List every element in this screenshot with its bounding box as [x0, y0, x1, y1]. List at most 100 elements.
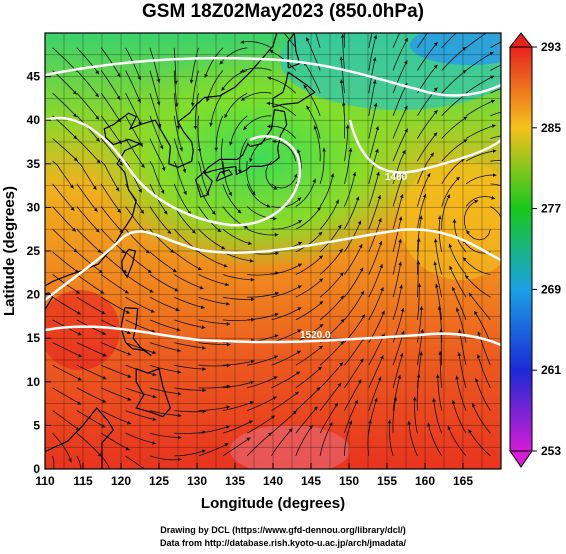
y-tick-label: 5: [33, 418, 40, 432]
streamline: [490, 135, 501, 139]
streamline: [149, 455, 182, 461]
streamline-arrow: [397, 374, 402, 379]
streamline-arrow: [78, 353, 82, 358]
streamline: [76, 138, 101, 164]
streamline-arrow: [339, 272, 344, 277]
streamline-arrow: [73, 135, 78, 140]
streamline-arrow: [379, 264, 383, 269]
streamline: [344, 336, 366, 366]
streamline-arrow: [329, 422, 333, 427]
contour-line: [45, 56, 501, 97]
streamline: [392, 374, 401, 411]
streamline-arrow: [199, 285, 204, 290]
streamline: [222, 360, 255, 366]
streamline-arrow: [378, 218, 382, 223]
streamline-arrow: [297, 149, 301, 154]
streamline-arrow: [293, 173, 298, 178]
streamline-arrow: [125, 446, 130, 451]
streamline-arrow: [69, 184, 74, 189]
streamline-arrow: [313, 125, 318, 130]
streamline-arrow: [177, 457, 182, 462]
colorbar: 293 285 277 269 261 253: [508, 32, 561, 468]
streamline: [100, 432, 130, 451]
colorbar-label: 253: [541, 444, 561, 458]
streamline-arrow: [172, 268, 177, 272]
streamline-arrow: [372, 57, 377, 62]
streamline-arrow: [359, 358, 364, 363]
x-tick-label: 150: [339, 474, 359, 488]
streamline: [52, 410, 80, 431]
streamline-arrow: [434, 20, 438, 24]
streamline-arrow: [266, 204, 271, 208]
streamline-arrow: [294, 391, 299, 396]
streamline-arrow: [140, 209, 144, 214]
x-axis: 110 115 120 125 130 135 140 145 150 155 160 165: [35, 463, 473, 488]
streamline-arrow: [70, 206, 75, 211]
streamline-arrow: [318, 231, 323, 236]
streamline: [229, 115, 248, 146]
streamline: [125, 410, 157, 421]
streamline: [125, 296, 155, 313]
streamline: [174, 364, 206, 370]
streamline-arrow: [191, 229, 196, 234]
y-tick-label: 40: [27, 113, 41, 127]
streamline: [240, 41, 272, 49]
streamline-arrow: [206, 97, 210, 102]
y-tick-label: 20: [27, 288, 41, 302]
coastline: [121, 248, 137, 279]
streamline: [465, 99, 496, 117]
streamline: [100, 274, 129, 294]
streamline: [441, 194, 451, 230]
streamline-arrow: [272, 396, 277, 400]
streamline-arrow: [306, 37, 310, 42]
streamline: [392, 216, 402, 252]
credits: Drawing by DCL (https://www.gfd-dennou.o…: [0, 524, 566, 550]
streamline-arrow: [297, 307, 302, 311]
streamline-arrow: [378, 241, 383, 245]
credit-line-drawing: Drawing by DCL (https://www.gfd-dennou.o…: [160, 525, 406, 535]
streamline-arrow: [98, 269, 103, 274]
streamline-arrow: [322, 147, 326, 152]
streamline: [392, 105, 408, 139]
streamline-arrow: [274, 312, 279, 317]
streamline: [271, 410, 297, 434]
streamline: [295, 255, 324, 275]
streamline: [222, 251, 254, 262]
streamline-arrow: [343, 11, 347, 15]
streamline-arrow: [201, 325, 206, 330]
streamline-arrow: [116, 95, 121, 100]
streamline-arrow: [491, 195, 496, 200]
streamline: [76, 47, 100, 75]
streamline: [465, 75, 495, 94]
streamline-arrow: [214, 147, 219, 152]
streamline: [52, 92, 78, 118]
streamline: [76, 92, 100, 120]
streamline: [271, 219, 303, 230]
streamline: [368, 57, 376, 94]
streamline-arrow: [182, 168, 187, 173]
streamline-arrow: [161, 166, 166, 171]
streamline-arrow: [474, 311, 478, 315]
streamline-arrow: [73, 248, 78, 253]
streamline: [247, 313, 279, 321]
streamline-arrow: [248, 420, 253, 424]
streamline-arrow: [273, 186, 278, 190]
streamline: [149, 160, 165, 194]
streamline: [247, 396, 277, 411]
x-tick-label: 140: [263, 474, 283, 488]
streamline-arrow: [202, 367, 206, 371]
streamline: [417, 193, 427, 230]
streamline: [246, 183, 271, 208]
streamline-arrow: [127, 374, 132, 378]
streamline: [462, 257, 491, 275]
streamline: [52, 70, 77, 95]
streamline: [52, 296, 81, 315]
streamline-arrow: [297, 197, 302, 202]
streamline: [222, 228, 252, 245]
streamline-arrow: [398, 216, 403, 221]
streamline: [222, 274, 255, 281]
streamline-arrow: [312, 178, 316, 183]
streamline: [368, 287, 384, 321]
streamline-arrow: [223, 263, 228, 268]
streamline: [52, 342, 83, 358]
